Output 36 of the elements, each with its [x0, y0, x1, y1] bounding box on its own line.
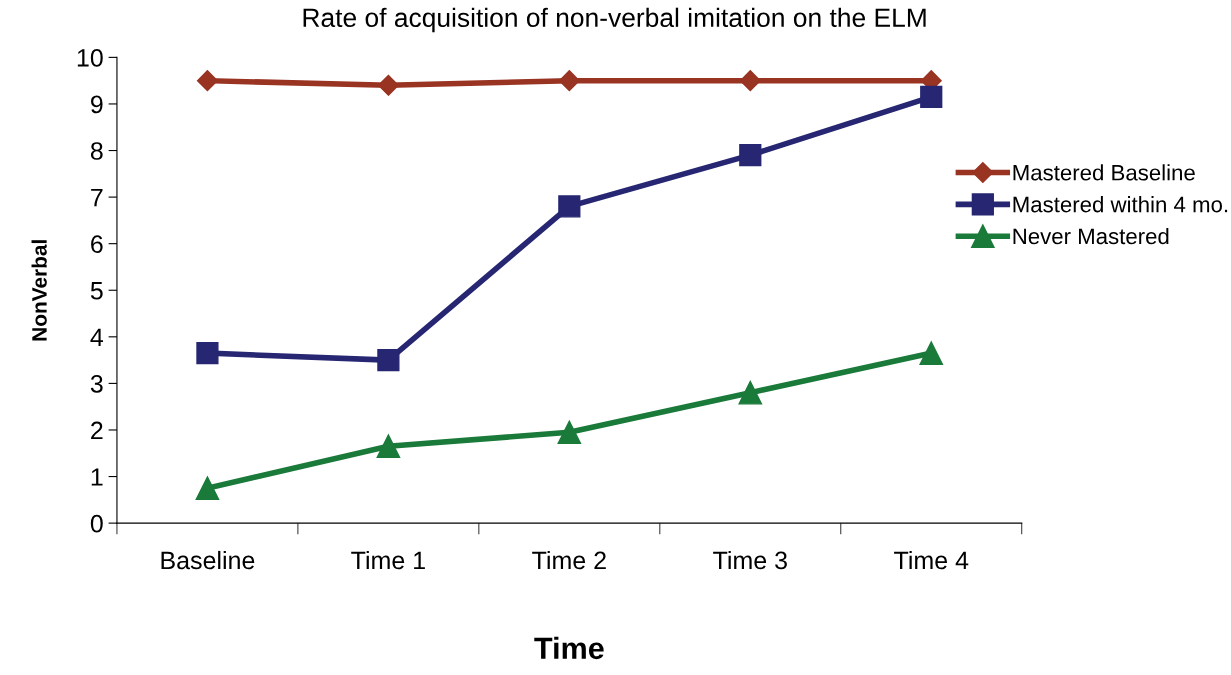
y-axis-title: NonVerbal [31, 240, 47, 341]
x-tick-label: Time 1 [351, 550, 425, 570]
y-tick-label: 7 [91, 188, 103, 207]
x-tick-label: Time 4 [894, 550, 969, 570]
y-tick-label: 0 [90, 514, 103, 533]
point [739, 144, 762, 167]
x-tick-label: Baseline [161, 550, 255, 570]
y-tick-label: 8 [90, 142, 103, 160]
point [377, 349, 400, 372]
point [920, 85, 943, 109]
point [558, 195, 581, 218]
x-tick-label: Time 2 [532, 550, 606, 570]
point [738, 380, 763, 405]
point [557, 420, 582, 445]
x-tick-label: Time 3 [713, 550, 787, 570]
point [196, 70, 218, 92]
point [195, 476, 220, 501]
chart-title: Rate of acquisition of non-verbal imitation on the ELM [303, 7, 926, 33]
point [919, 341, 944, 365]
y-tick-label: 4 [90, 328, 104, 346]
point [739, 70, 761, 92]
point [558, 70, 580, 92]
y-tick-label: 9 [91, 95, 103, 114]
point [377, 74, 399, 96]
y-tick-label: 3 [90, 375, 103, 393]
point [196, 342, 219, 365]
y-tick-label: 6 [91, 235, 103, 253]
legend-label: Mastered within 4 mo. [1013, 196, 1228, 213]
y-tick-label: 5 [90, 282, 103, 300]
x-axis-title: Time [534, 636, 604, 660]
y-tick-label: 1 [91, 468, 103, 486]
point [376, 434, 401, 459]
y-tick-label: 10 [77, 48, 103, 67]
y-tick-label: 2 [91, 421, 103, 440]
legend-label: Mastered Baseline [1013, 164, 1195, 181]
legend-label: Never Mastered [1013, 227, 1169, 245]
